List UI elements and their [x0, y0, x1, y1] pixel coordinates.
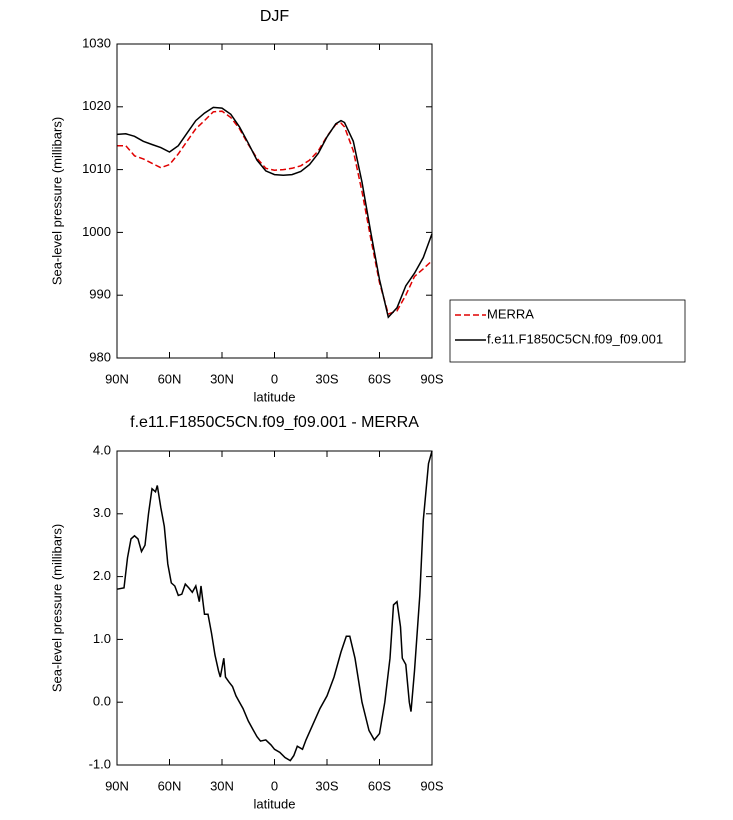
- y-tick-label: 2.0: [93, 568, 111, 583]
- series-line: [116, 106, 433, 319]
- y-tick-label: 3.0: [93, 505, 111, 520]
- chart-title: f.e11.F1850C5CN.f09_f09.001 - MERRA: [130, 414, 419, 431]
- x-axis-label: latitude: [254, 796, 296, 811]
- y-axis-label: Sea-level pressure (millibars): [49, 524, 64, 692]
- y-tick-label: 990: [89, 287, 111, 302]
- y-tick-label: 4.0: [93, 442, 111, 457]
- y-axis-label: Sea-level pressure (millibars): [49, 117, 64, 285]
- x-tick-label: 60S: [368, 371, 391, 386]
- legend-label: f.e11.F1850C5CN.f09_f09.001: [487, 331, 663, 346]
- chart-title: DJF: [260, 8, 290, 25]
- y-tick-label: 0.0: [93, 694, 111, 709]
- y-tick-label: 1.0: [93, 631, 111, 646]
- y-tick-label: 1000: [82, 224, 111, 239]
- x-tick-label: 0: [271, 371, 278, 386]
- y-tick-label: -1.0: [89, 756, 111, 771]
- x-tick-label: 60N: [158, 778, 182, 793]
- x-tick-label: 30N: [210, 371, 234, 386]
- x-tick-label: 90S: [420, 371, 443, 386]
- x-tick-label: 90N: [105, 371, 129, 386]
- y-tick-label: 1010: [82, 161, 111, 176]
- y-tick-label: 1030: [82, 35, 111, 50]
- x-tick-label: 90N: [105, 778, 129, 793]
- plot-frame: [116, 43, 433, 359]
- y-tick-label: 980: [89, 349, 111, 364]
- x-tick-label: 90S: [420, 778, 443, 793]
- legend-label: MERRA: [487, 306, 534, 321]
- legend-box: [449, 299, 686, 363]
- x-tick-label: 60S: [368, 778, 391, 793]
- x-axis-label: latitude: [254, 389, 296, 404]
- x-tick-label: 30S: [315, 778, 338, 793]
- x-tick-label: 0: [271, 778, 278, 793]
- x-tick-label: 30S: [315, 371, 338, 386]
- y-tick-label: 1020: [82, 98, 111, 113]
- x-tick-label: 30N: [210, 778, 234, 793]
- series-line: [117, 110, 433, 315]
- series-line: [116, 450, 433, 762]
- plot-frame: [116, 450, 433, 766]
- x-tick-label: 60N: [158, 371, 182, 386]
